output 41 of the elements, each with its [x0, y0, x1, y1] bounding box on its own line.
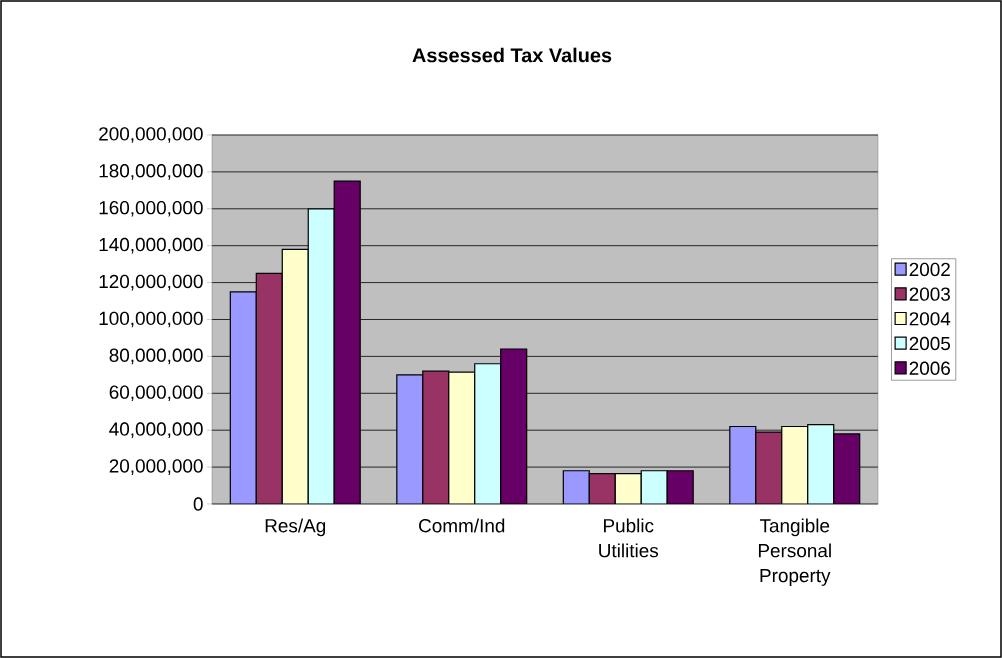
x-tick-label: Public Utilities — [599, 518, 659, 558]
bar — [588, 472, 616, 504]
legend-label: 2004 — [909, 312, 951, 326]
y-tick-label: 140,000,000 — [99, 237, 203, 254]
legend-label: 2005 — [909, 336, 951, 351]
y-tick-label: 200,000,000 — [99, 127, 203, 143]
bar — [229, 291, 257, 504]
bar — [755, 431, 783, 504]
y-tick-label: 160,000,000 — [99, 200, 203, 217]
y-tick-label: 80,000,000 — [109, 348, 203, 365]
legend-label: 2002 — [909, 262, 950, 277]
bar — [781, 425, 809, 504]
legend-label: 2006 — [909, 361, 950, 375]
bar — [448, 371, 476, 504]
bar — [729, 425, 757, 504]
y-tick-label: 0 — [193, 497, 203, 511]
y-tick-label: 20,000,000 — [109, 459, 203, 475]
bar — [833, 433, 861, 504]
legend-label: 2003 — [909, 287, 950, 301]
y-tick-label: 100,000,000 — [99, 311, 203, 328]
y-tick-label: 120,000,000 — [99, 274, 203, 291]
bar — [500, 348, 528, 504]
x-tick-label: Comm/Ind — [419, 518, 505, 533]
chart-title: Assessed Tax Values — [412, 47, 612, 63]
bar — [396, 374, 424, 504]
y-tick-label: 40,000,000 — [109, 422, 203, 438]
x-tick-label: Res/Ag — [265, 518, 326, 537]
y-tick-label: 60,000,000 — [109, 385, 203, 402]
bar — [422, 370, 450, 504]
bar — [614, 472, 642, 504]
bar — [307, 208, 335, 504]
bar — [640, 470, 668, 504]
bar — [333, 180, 361, 504]
bar — [281, 248, 309, 504]
x-tick-label: Tangible Personal Property — [758, 518, 831, 586]
bar — [562, 470, 590, 504]
bar — [807, 424, 835, 504]
bar — [474, 363, 502, 504]
y-tick-label: 180,000,000 — [99, 164, 203, 180]
bar — [666, 470, 694, 504]
bar — [255, 272, 283, 504]
